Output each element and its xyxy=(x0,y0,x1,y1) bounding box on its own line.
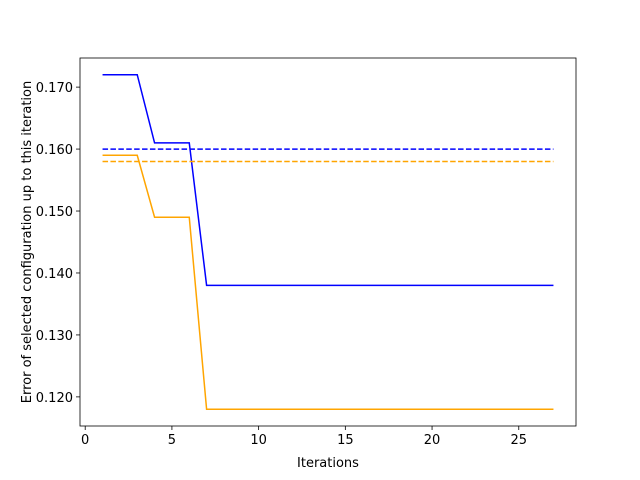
y-axis-label: Error of selected configuration up to th… xyxy=(20,81,35,403)
plot-frame xyxy=(79,57,577,427)
series-line xyxy=(102,154,554,411)
y-tick-label: 0.160 xyxy=(36,143,73,158)
x-tick-label: 15 xyxy=(337,433,354,448)
x-tick-label: 20 xyxy=(424,433,441,448)
y-tick-label: 0.130 xyxy=(36,329,73,344)
y-tick-label: 0.170 xyxy=(36,81,73,96)
x-tick-label: 25 xyxy=(510,433,527,448)
y-tick-label: 0.150 xyxy=(36,205,73,220)
x-tick-label: 0 xyxy=(81,433,89,448)
y-tick-label: 0.120 xyxy=(36,391,73,406)
x-axis-label: Iterations xyxy=(297,456,359,471)
series-line xyxy=(102,73,554,287)
y-tick-label: 0.140 xyxy=(36,267,73,282)
x-tick-label: 5 xyxy=(168,433,176,448)
x-tick-label: 10 xyxy=(250,433,267,448)
